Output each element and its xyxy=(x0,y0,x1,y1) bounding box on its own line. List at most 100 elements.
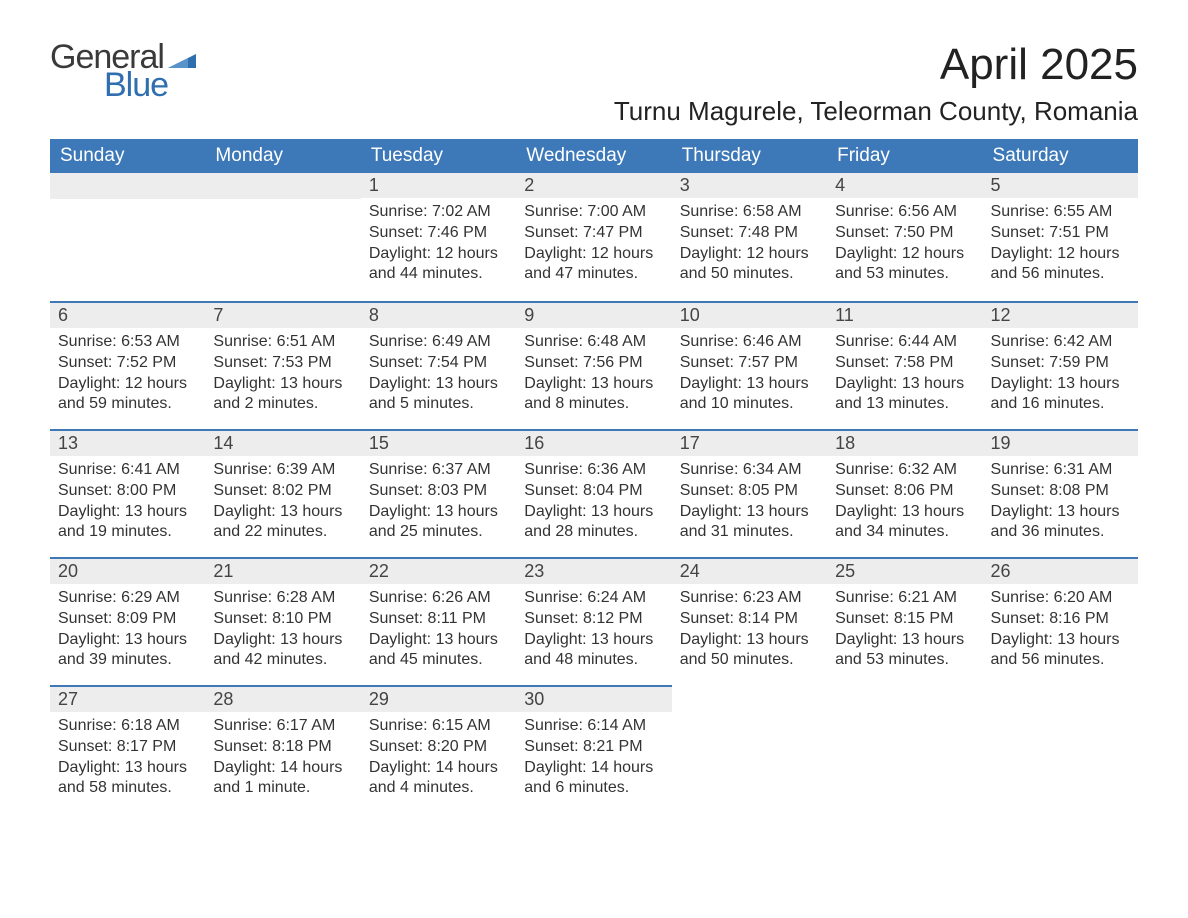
day-details: Sunrise: 6:39 AMSunset: 8:02 PMDaylight:… xyxy=(205,456,360,551)
day-number: 11 xyxy=(827,301,982,328)
daylight-line: Daylight: 13 hours and 45 minutes. xyxy=(369,630,508,672)
day-number: 25 xyxy=(827,557,982,584)
sunrise-label: Sunrise xyxy=(58,717,112,734)
sunset-line: Sunset: 7:58 PM xyxy=(835,353,974,374)
daylight-label: Daylight xyxy=(680,503,738,520)
day-number: 6 xyxy=(50,301,205,328)
daylight-line: Daylight: 12 hours and 53 minutes. xyxy=(835,244,974,286)
daylight-label: Daylight xyxy=(369,503,427,520)
daylight-label: Daylight xyxy=(213,631,271,648)
sunrise-value: 6:17 AM xyxy=(277,717,336,734)
calendar-cell: 10Sunrise: 6:46 AMSunset: 7:57 PMDayligh… xyxy=(672,301,827,429)
sunrise-label: Sunrise xyxy=(835,203,889,220)
daylight-label: Daylight xyxy=(369,759,427,776)
daylight-label: Daylight xyxy=(680,631,738,648)
day-details: Sunrise: 6:36 AMSunset: 8:04 PMDaylight:… xyxy=(516,456,671,551)
calendar-row: 20Sunrise: 6:29 AMSunset: 8:09 PMDayligh… xyxy=(50,557,1138,685)
calendar-cell: 28Sunrise: 6:17 AMSunset: 8:18 PMDayligh… xyxy=(205,685,360,813)
sunset-label: Sunset xyxy=(991,354,1041,371)
sunset-line: Sunset: 7:47 PM xyxy=(524,223,663,244)
sunset-value: 7:53 PM xyxy=(272,354,332,371)
sunrise-label: Sunrise xyxy=(835,461,889,478)
sunset-line: Sunset: 8:00 PM xyxy=(58,481,197,502)
page-header: General Blue April 2025 Turnu Magurele, … xyxy=(50,40,1138,139)
day-number: 9 xyxy=(516,301,671,328)
calendar-cell: 29Sunrise: 6:15 AMSunset: 8:20 PMDayligh… xyxy=(361,685,516,813)
sunrise-line: Sunrise: 6:49 AM xyxy=(369,332,508,353)
calendar-cell: 4Sunrise: 6:56 AMSunset: 7:50 PMDaylight… xyxy=(827,173,982,301)
sunset-value: 7:50 PM xyxy=(894,224,954,241)
weekday-header: Friday xyxy=(827,139,982,173)
daylight-line: Daylight: 13 hours and 8 minutes. xyxy=(524,374,663,416)
daylight-line: Daylight: 13 hours and 50 minutes. xyxy=(680,630,819,672)
sunset-label: Sunset xyxy=(369,354,419,371)
sunrise-line: Sunrise: 6:26 AM xyxy=(369,588,508,609)
day-details: Sunrise: 7:02 AMSunset: 7:46 PMDaylight:… xyxy=(361,198,516,293)
sunrise-value: 6:21 AM xyxy=(898,589,957,606)
calendar-cell: 16Sunrise: 6:36 AMSunset: 8:04 PMDayligh… xyxy=(516,429,671,557)
sunset-line: Sunset: 7:56 PM xyxy=(524,353,663,374)
sunrise-line: Sunrise: 6:36 AM xyxy=(524,460,663,481)
calendar-table: SundayMondayTuesdayWednesdayThursdayFrid… xyxy=(50,139,1138,813)
calendar-cell: 27Sunrise: 6:18 AMSunset: 8:17 PMDayligh… xyxy=(50,685,205,813)
flag-icon xyxy=(168,48,196,68)
sunset-value: 7:46 PM xyxy=(428,224,488,241)
sunset-label: Sunset xyxy=(680,224,730,241)
sunrise-value: 6:37 AM xyxy=(432,461,491,478)
sunset-value: 8:03 PM xyxy=(428,482,488,499)
sunset-label: Sunset xyxy=(524,482,574,499)
daylight-label: Daylight xyxy=(524,503,582,520)
weekday-header: Monday xyxy=(205,139,360,173)
daylight-line: Daylight: 13 hours and 36 minutes. xyxy=(991,502,1130,544)
daylight-line: Daylight: 13 hours and 56 minutes. xyxy=(991,630,1130,672)
daylight-line: Daylight: 13 hours and 42 minutes. xyxy=(213,630,352,672)
sunrise-value: 6:20 AM xyxy=(1054,589,1113,606)
day-details: Sunrise: 6:17 AMSunset: 8:18 PMDaylight:… xyxy=(205,712,360,807)
sunrise-line: Sunrise: 6:53 AM xyxy=(58,332,197,353)
sunrise-value: 6:23 AM xyxy=(743,589,802,606)
sunset-label: Sunset xyxy=(58,354,108,371)
daylight-label: Daylight xyxy=(213,503,271,520)
sunset-value: 8:06 PM xyxy=(894,482,954,499)
calendar-cell: 11Sunrise: 6:44 AMSunset: 7:58 PMDayligh… xyxy=(827,301,982,429)
day-number: 1 xyxy=(361,173,516,198)
sunrise-line: Sunrise: 6:23 AM xyxy=(680,588,819,609)
sunrise-label: Sunrise xyxy=(524,717,578,734)
day-details: Sunrise: 6:44 AMSunset: 7:58 PMDaylight:… xyxy=(827,328,982,423)
sunrise-line: Sunrise: 6:42 AM xyxy=(991,332,1130,353)
sunrise-value: 6:36 AM xyxy=(587,461,646,478)
weekday-header: Thursday xyxy=(672,139,827,173)
day-details: Sunrise: 6:21 AMSunset: 8:15 PMDaylight:… xyxy=(827,584,982,679)
day-details: Sunrise: 6:48 AMSunset: 7:56 PMDaylight:… xyxy=(516,328,671,423)
sunrise-label: Sunrise xyxy=(991,461,1045,478)
sunrise-line: Sunrise: 6:44 AM xyxy=(835,332,974,353)
sunset-value: 8:15 PM xyxy=(894,610,954,627)
sunset-value: 7:59 PM xyxy=(1049,354,1109,371)
sunrise-line: Sunrise: 6:46 AM xyxy=(680,332,819,353)
calendar-cell: 2Sunrise: 7:00 AMSunset: 7:47 PMDaylight… xyxy=(516,173,671,301)
sunset-value: 8:09 PM xyxy=(117,610,177,627)
sunrise-value: 6:24 AM xyxy=(587,589,646,606)
daylight-line: Daylight: 12 hours and 56 minutes. xyxy=(991,244,1130,286)
day-details: Sunrise: 6:20 AMSunset: 8:16 PMDaylight:… xyxy=(983,584,1138,679)
sunrise-label: Sunrise xyxy=(991,589,1045,606)
sunrise-label: Sunrise xyxy=(58,333,112,350)
sunrise-label: Sunrise xyxy=(680,333,734,350)
sunset-label: Sunset xyxy=(213,354,263,371)
sunrise-line: Sunrise: 6:28 AM xyxy=(213,588,352,609)
day-number: 26 xyxy=(983,557,1138,584)
sunset-value: 7:56 PM xyxy=(583,354,643,371)
sunset-label: Sunset xyxy=(835,482,885,499)
sunrise-label: Sunrise xyxy=(369,589,423,606)
daylight-line: Daylight: 13 hours and 22 minutes. xyxy=(213,502,352,544)
brand-word2: Blue xyxy=(104,68,196,102)
blank-day-header xyxy=(50,173,205,199)
sunrise-line: Sunrise: 6:51 AM xyxy=(213,332,352,353)
calendar-cell xyxy=(672,685,827,813)
sunset-value: 8:00 PM xyxy=(117,482,177,499)
day-details: Sunrise: 6:53 AMSunset: 7:52 PMDaylight:… xyxy=(50,328,205,423)
sunrise-label: Sunrise xyxy=(369,717,423,734)
daylight-label: Daylight xyxy=(369,245,427,262)
sunset-value: 8:05 PM xyxy=(738,482,798,499)
sunset-label: Sunset xyxy=(58,482,108,499)
